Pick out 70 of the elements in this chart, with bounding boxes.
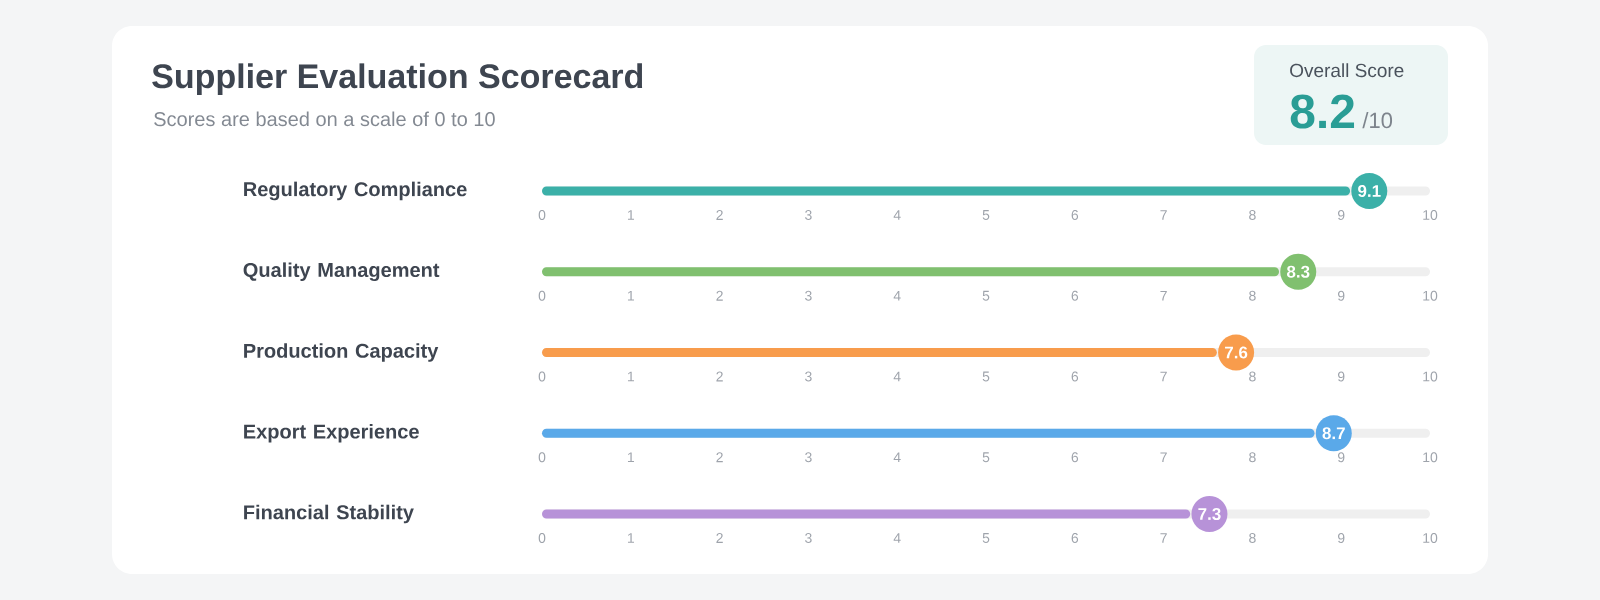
x-tick-label: 1 (627, 533, 635, 543)
y-tick-label: Financial Stability (244, 504, 414, 524)
y-tick-label: Regulatory Compliance (244, 181, 467, 201)
x-tick-label: 6 (1071, 452, 1079, 463)
x-tick-label: 5 (982, 210, 990, 220)
text: 8.2 (1290, 94, 1355, 129)
x-tick-label: 2 (716, 452, 723, 463)
x-tick-label: 6 (1071, 533, 1079, 543)
x-tick-label: 3 (805, 533, 812, 543)
x-tick-label: 10 (1423, 452, 1438, 463)
x-tick-label: 9 (1337, 371, 1345, 382)
text: Overall Score (1290, 63, 1404, 78)
x-tick-label: 7 (1160, 533, 1167, 543)
x-tick-label: 5 (982, 290, 990, 301)
x-tick-label: 7 (1160, 452, 1167, 463)
x-tick-label: 5 (982, 533, 990, 543)
x-tick-label: 0 (538, 210, 546, 220)
data-label: 7.6 (1225, 346, 1248, 359)
x-tick-label: 9 (1337, 210, 1345, 220)
x-tick-label: 2 (716, 371, 723, 382)
data-label: 7.3 (1198, 507, 1221, 521)
data-label: 9.1 (1358, 184, 1381, 198)
x-tick-label: 8 (1249, 371, 1256, 382)
x-tick-label: 9 (1337, 290, 1345, 301)
data-label: 8.3 (1286, 265, 1310, 278)
text: Scores are based on a scale of 0 to 10 (154, 111, 495, 127)
x-tick-label: 5 (982, 371, 990, 382)
x-tick-label: 1 (627, 452, 635, 463)
x-tick-label: 8 (1249, 210, 1256, 220)
x-tick-label: 7 (1160, 371, 1167, 382)
x-tick-label: 9 (1337, 452, 1345, 463)
x-tick-label: 10 (1423, 533, 1438, 543)
text: /10 (1362, 112, 1393, 129)
x-tick-label: 0 (538, 533, 546, 543)
x-tick-label: 0 (538, 452, 546, 463)
x-tick-label: 2 (716, 210, 723, 220)
x-tick-label: 4 (893, 371, 901, 382)
x-tick-label: 3 (805, 290, 812, 301)
data-label: 8.7 (1322, 427, 1345, 440)
y-tick-label: Export Experience (244, 423, 419, 443)
x-tick-label: 10 (1423, 290, 1438, 301)
x-tick-label: 6 (1071, 210, 1079, 220)
x-tick-label: 0 (538, 371, 546, 382)
x-tick-label: 4 (893, 533, 901, 543)
x-tick-label: 4 (893, 452, 901, 463)
x-tick-label: 7 (1160, 210, 1167, 220)
x-tick-label: 2 (716, 290, 723, 301)
x-tick-label: 6 (1071, 290, 1079, 301)
x-tick-label: 6 (1071, 371, 1079, 382)
y-tick-label: Quality Management (243, 262, 440, 282)
x-tick-label: 0 (538, 290, 546, 301)
y-tick-label: Production Capacity (244, 343, 439, 362)
x-tick-label: 1 (627, 210, 635, 220)
x-tick-label: 8 (1249, 452, 1256, 463)
x-tick-label: 7 (1160, 290, 1167, 301)
x-tick-label: 2 (716, 533, 723, 543)
x-tick-label: 8 (1249, 290, 1256, 301)
x-tick-label: 1 (627, 290, 635, 301)
x-tick-label: 4 (893, 210, 901, 220)
x-tick-label: 4 (893, 290, 901, 301)
x-tick-label: 3 (805, 210, 812, 220)
x-tick-label: 10 (1423, 371, 1438, 382)
x-tick-label: 10 (1423, 210, 1438, 220)
x-tick-label: 1 (627, 371, 635, 382)
chart-title: Supplier Evaluation Scorecard (152, 63, 643, 96)
x-tick-label: 3 (805, 371, 812, 382)
x-tick-label: 3 (805, 452, 812, 463)
x-tick-label: 8 (1249, 533, 1256, 543)
x-tick-label: 5 (982, 452, 990, 463)
x-tick-label: 9 (1337, 533, 1345, 543)
